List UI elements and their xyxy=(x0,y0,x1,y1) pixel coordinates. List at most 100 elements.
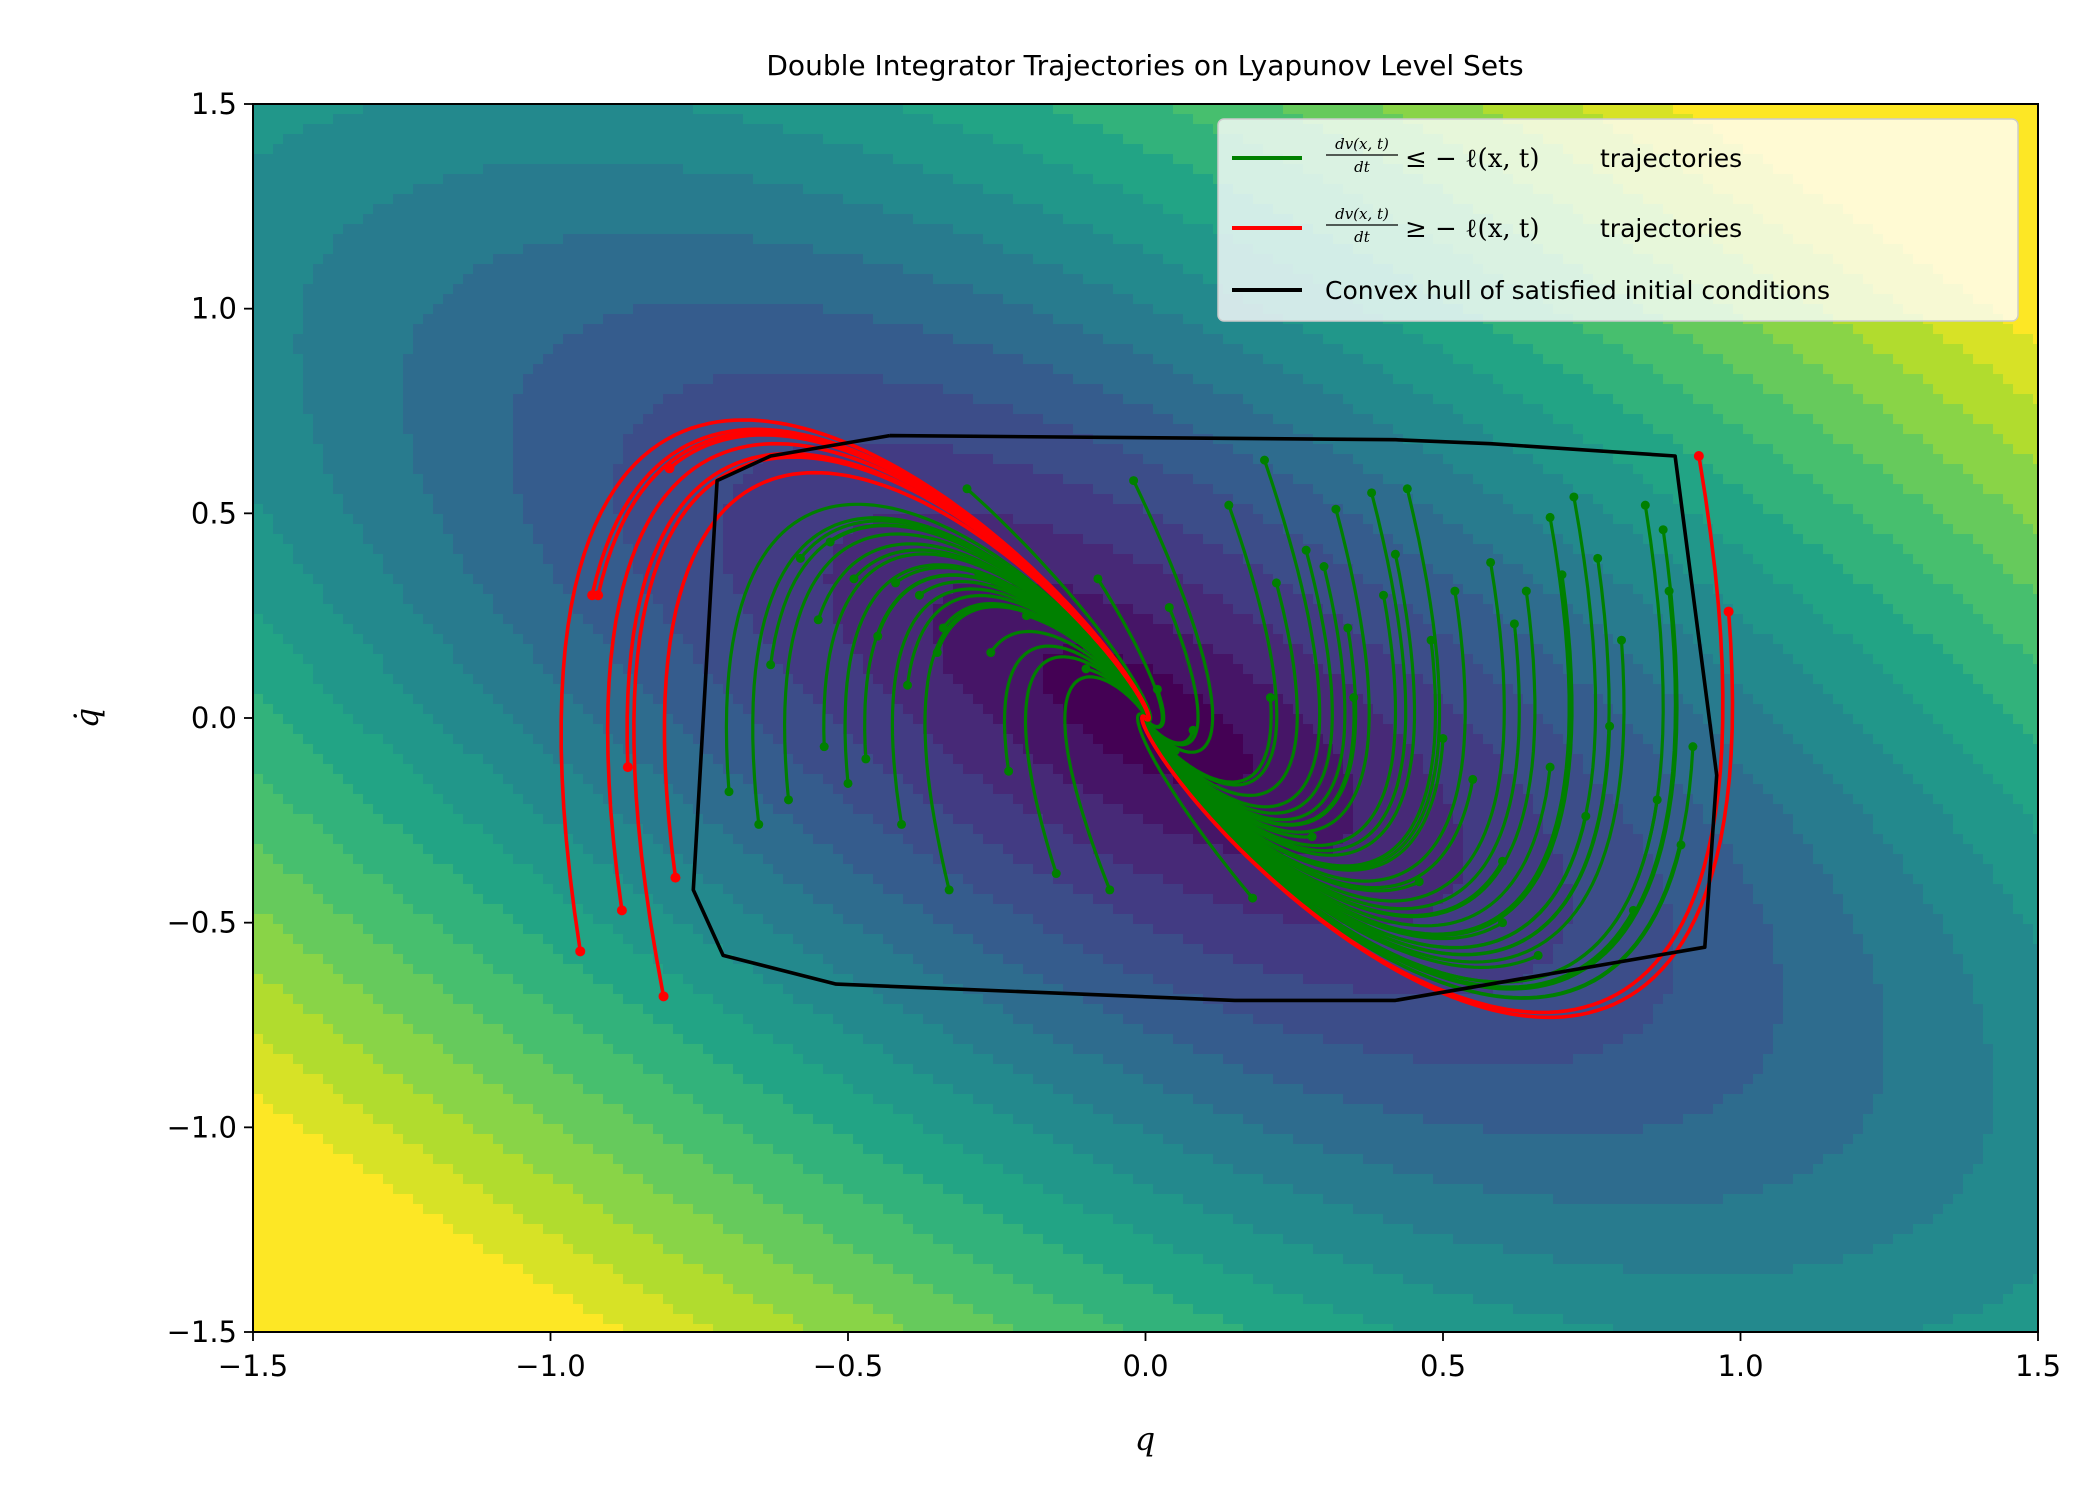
contour-cell xyxy=(343,174,354,185)
contour-cell xyxy=(2023,154,2034,165)
contour-cell xyxy=(1823,334,1834,345)
contour-cell xyxy=(693,274,704,285)
contour-cell xyxy=(433,264,444,275)
contour-cell xyxy=(583,374,594,385)
contour-cell xyxy=(893,364,904,375)
contour-cell xyxy=(303,254,314,265)
contour-cell xyxy=(883,174,894,185)
contour-cell xyxy=(683,114,694,125)
contour-cell xyxy=(893,254,904,265)
contour-cell xyxy=(733,264,744,275)
contour-cell xyxy=(273,274,284,285)
contour-cell xyxy=(263,284,274,295)
contour-cell xyxy=(483,354,494,365)
contour-cell xyxy=(743,374,754,385)
contour-cell xyxy=(943,244,954,255)
contour-cell xyxy=(353,124,364,135)
contour-cell xyxy=(1693,354,1704,365)
contour-cell xyxy=(613,294,624,305)
contour-cell xyxy=(433,274,444,285)
contour-cell xyxy=(1123,254,1134,265)
contour-cell xyxy=(1143,224,1154,235)
contour-cell xyxy=(513,224,524,235)
contour-cell xyxy=(413,174,424,185)
contour-cell xyxy=(813,134,824,145)
contour-cell xyxy=(1333,364,1344,375)
contour-cell xyxy=(1053,244,1064,255)
contour-cell xyxy=(1073,214,1084,225)
contour-cell xyxy=(1213,354,1224,365)
contour-cell xyxy=(1233,104,1244,115)
contour-cell xyxy=(463,324,474,335)
contour-cell xyxy=(943,334,954,345)
contour-cell xyxy=(513,234,524,245)
contour-cell xyxy=(683,274,694,285)
contour-cell xyxy=(1153,344,1164,355)
contour-cell xyxy=(1273,334,1284,345)
contour-cell xyxy=(1143,204,1154,215)
contour-cell xyxy=(583,144,594,155)
contour-cell xyxy=(643,144,654,155)
contour-cell xyxy=(923,214,934,225)
contour-cell xyxy=(463,234,474,245)
contour-cell xyxy=(483,194,494,205)
contour-cell xyxy=(1763,344,1774,355)
contour-cell xyxy=(743,104,754,115)
contour-cell xyxy=(633,214,644,225)
contour-cell xyxy=(393,264,404,275)
contour-cell xyxy=(1253,334,1264,345)
contour-cell xyxy=(723,114,734,125)
contour-cell xyxy=(1283,334,1294,345)
contour-cell xyxy=(983,144,994,155)
contour-cell xyxy=(733,104,744,115)
contour-cell xyxy=(1983,324,1994,335)
contour-cell xyxy=(1023,144,1034,155)
contour-cell xyxy=(703,264,714,275)
contour-cell xyxy=(643,324,654,335)
contour-cell xyxy=(1143,264,1154,275)
contour-cell xyxy=(953,194,964,205)
contour-cell xyxy=(1083,284,1094,295)
contour-cell xyxy=(303,184,314,195)
contour-cell xyxy=(433,294,444,305)
contour-cell xyxy=(1493,374,1504,385)
contour-cell xyxy=(373,354,384,365)
contour-cell xyxy=(283,224,294,235)
contour-cell xyxy=(1583,324,1594,335)
contour-cell xyxy=(1203,364,1214,375)
contour-cell xyxy=(1183,144,1194,155)
contour-cell xyxy=(1163,264,1174,275)
contour-cell xyxy=(843,374,854,385)
contour-cell xyxy=(573,234,584,245)
contour-cell xyxy=(1923,334,1934,345)
contour-cell xyxy=(773,234,784,245)
contour-cell xyxy=(993,344,1004,355)
contour-cell xyxy=(413,154,424,165)
contour-cell xyxy=(683,144,694,155)
contour-cell xyxy=(533,294,544,305)
contour-cell xyxy=(303,164,314,175)
contour-cell xyxy=(1153,354,1164,365)
contour-cell xyxy=(563,214,574,225)
contour-cell xyxy=(373,144,384,155)
contour-cell xyxy=(553,164,564,175)
contour-cell xyxy=(813,314,824,325)
contour-cell xyxy=(363,304,374,315)
contour-cell xyxy=(753,294,764,305)
contour-cell xyxy=(353,194,364,205)
contour-cell xyxy=(313,334,324,345)
contour-cell xyxy=(1843,324,1854,335)
contour-cell xyxy=(783,144,794,155)
contour-cell xyxy=(1183,364,1194,375)
contour-cell xyxy=(743,204,754,215)
contour-cell xyxy=(933,134,944,145)
contour-cell xyxy=(943,154,954,165)
contour-cell xyxy=(333,254,344,265)
contour-cell xyxy=(1613,354,1624,365)
contour-cell xyxy=(703,294,714,305)
contour-cell xyxy=(1703,104,1714,115)
contour-cell xyxy=(483,204,494,215)
contour-cell xyxy=(1723,104,1734,115)
contour-cell xyxy=(833,234,844,245)
contour-cell xyxy=(503,254,514,265)
